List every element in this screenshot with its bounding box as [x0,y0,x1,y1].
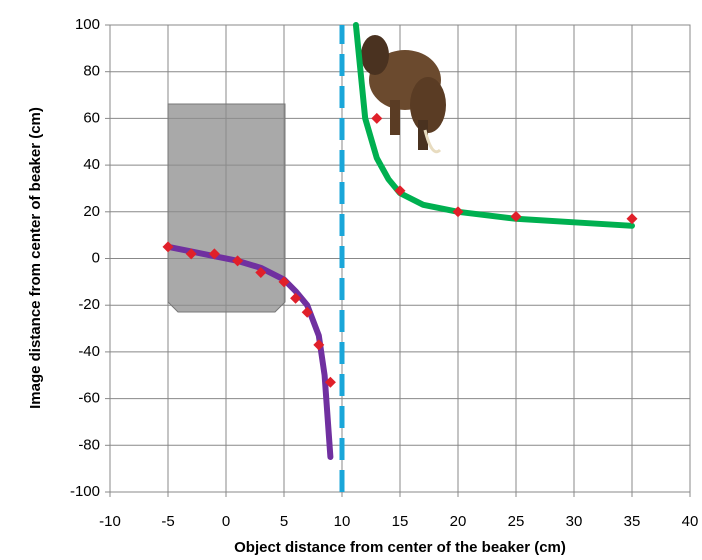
data-point [510,210,522,222]
y-tick-label: 20 [83,203,100,220]
x-tick-label: 25 [508,513,525,530]
x-tick-label: -5 [161,513,174,530]
y-tick-label: -60 [78,390,100,407]
beaker [167,103,286,313]
curve [352,22,635,229]
data-point [626,213,638,225]
x-tick-label: 5 [280,513,288,530]
y-tick-label: 60 [83,109,100,126]
x-tick-label: 0 [222,513,230,530]
data-point [208,248,220,260]
data-point [313,339,325,351]
data-point [162,241,174,253]
y-tick-label: -40 [78,343,100,360]
data-point [324,376,336,388]
data-point [290,292,302,304]
data-point [232,255,244,267]
y-tick-label: 0 [92,249,100,266]
data-point [278,276,290,288]
x-axis-title: Object distance from center of the beake… [234,539,566,556]
x-tick-label: 35 [624,513,641,530]
data-point [394,185,406,197]
data-point [301,306,313,318]
data-point [452,206,464,218]
y-axis-title: Image distance from center of beaker (cm… [27,107,44,409]
markers [162,112,638,388]
y-tick-label: 40 [83,156,100,173]
x-tick-label: 10 [334,513,351,530]
data-point [255,267,267,279]
y-tick-label: -80 [78,436,100,453]
y-tick-label: -20 [78,296,100,313]
y-tick-label: -100 [70,483,100,500]
labels: -10 -5 0 5 10 15 20 25 30 35 40 -100 -80 -60 -40 -20 0 20… [70,16,698,530]
x-tick-label: 30 [566,513,583,530]
data-point [185,248,197,260]
y-tick-label: 80 [83,63,100,80]
x-tick-label: -10 [99,513,121,530]
data-point [371,112,383,124]
x-tick-label: 40 [682,513,699,530]
x-tick-label: 15 [392,513,409,530]
y-tick-label: 100 [75,16,100,33]
x-tick-label: 20 [450,513,467,530]
elephant [361,35,446,154]
